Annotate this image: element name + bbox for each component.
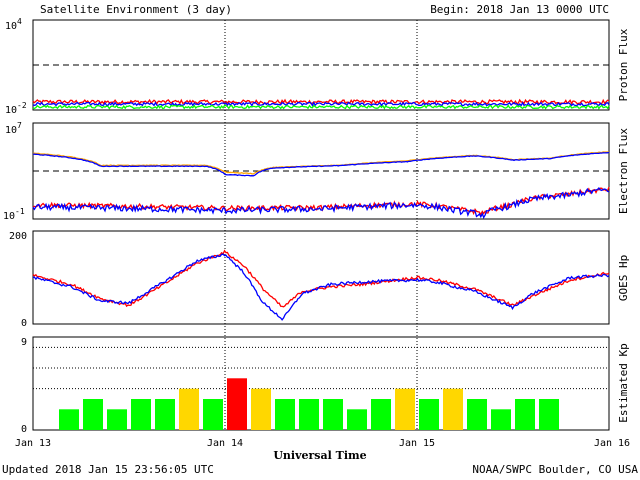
- kp-bar: [419, 399, 439, 430]
- electron-series-blue-1: [32, 151, 610, 177]
- xtick-jan15: Jan 15: [399, 438, 435, 449]
- proton-series-red-0: [32, 98, 610, 105]
- kp-bar: [515, 399, 535, 430]
- svg-text:10-1: 10-1: [3, 207, 25, 222]
- kp-bar: [347, 409, 367, 430]
- kp-ylabel: Estimated Kp: [617, 343, 630, 422]
- kp-ytick-top: 9: [21, 337, 27, 348]
- hp-ytick-bottom: 0: [21, 318, 27, 329]
- kp-bar: [203, 399, 223, 430]
- proton-series-blue-1: [32, 101, 610, 107]
- kp-bar: [467, 399, 487, 430]
- kp-bar: [107, 409, 127, 430]
- kp-bar: [251, 388, 271, 430]
- proton-series-green-2: [32, 104, 610, 110]
- hp-series-red-0: [32, 249, 610, 308]
- begin-label: Begin: 2018 Jan 13 0000 UTC: [430, 3, 609, 16]
- kp-bar: [395, 388, 415, 430]
- kp-bars-group: [33, 346, 609, 430]
- goes-hp-panel: [32, 230, 610, 325]
- credit-label: NOAA/SWPC Boulder, CO USA: [472, 463, 638, 476]
- proton-series-group: [32, 64, 610, 110]
- kp-bar: [59, 409, 79, 430]
- svg-text:107: 107: [5, 121, 22, 136]
- day-separators: [224, 20, 418, 430]
- kp-bar: [371, 399, 391, 430]
- proton-yticks: 104 10-2: [5, 17, 27, 116]
- kp-bar: [155, 399, 175, 430]
- kp-panel: [32, 336, 610, 431]
- kp-bar: [179, 388, 199, 430]
- xtick-jan16: Jan 16: [594, 438, 630, 449]
- kp-bar: [131, 399, 151, 430]
- updated-label: Updated 2018 Jan 15 23:56:05 UTC: [2, 463, 214, 476]
- electron-ylabel: Electron Flux: [617, 128, 630, 214]
- x-axis-label: Universal Time: [273, 449, 366, 462]
- kp-bar: [299, 399, 319, 430]
- kp-bar: [443, 388, 463, 430]
- kp-bar: [83, 399, 103, 430]
- svg-text:104: 104: [5, 17, 22, 32]
- svg-text:10-2: 10-2: [5, 101, 27, 116]
- kp-bar: [491, 409, 511, 430]
- electron-series-blue-3: [32, 186, 610, 220]
- hp-series-blue-1: [32, 253, 610, 321]
- proton-ylabel: Proton Flux: [617, 28, 630, 101]
- hp-ytick-top: 200: [9, 231, 27, 242]
- kp-bar: [227, 378, 247, 430]
- kp-bar: [323, 399, 343, 430]
- electron-series-group: [32, 151, 610, 220]
- xtick-jan13: Jan 13: [15, 438, 51, 449]
- electron-yticks: 107 10-1: [3, 121, 25, 222]
- hp-ylabel: GOES Hp: [617, 255, 630, 301]
- xtick-jan14: Jan 14: [207, 438, 243, 449]
- kp-ytick-bottom: 0: [21, 424, 27, 435]
- kp-bar: [275, 399, 295, 430]
- chart-title: Satellite Environment (3 day): [40, 3, 232, 16]
- hp-series-group: [32, 249, 610, 321]
- kp-bar: [539, 399, 559, 430]
